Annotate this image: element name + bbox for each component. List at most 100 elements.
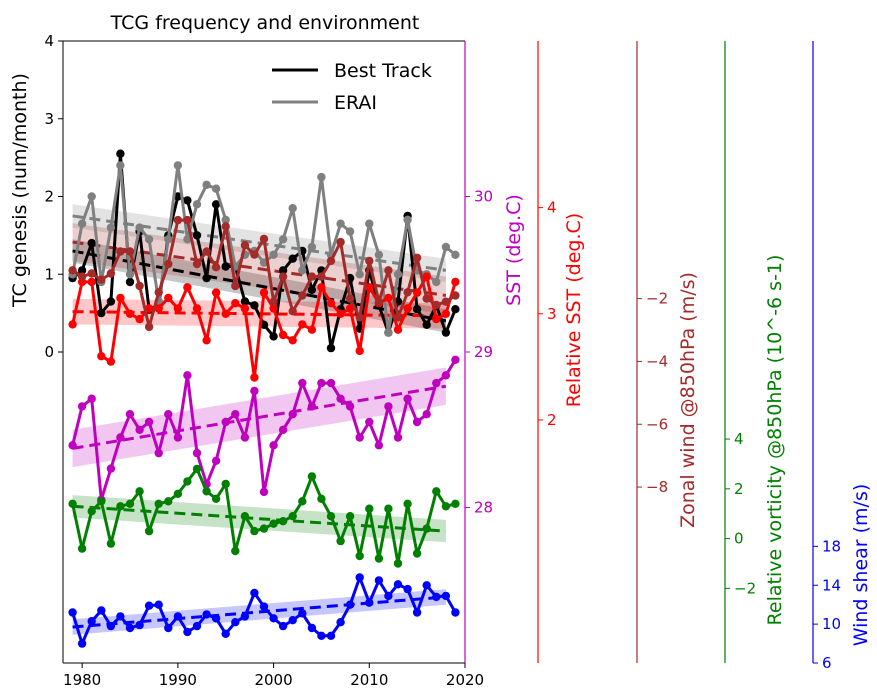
data-point-5-23 bbox=[288, 512, 297, 521]
data-point-3-3 bbox=[97, 352, 106, 361]
data-point-2-17 bbox=[231, 410, 240, 419]
data-point-5-28 bbox=[336, 536, 345, 546]
data-point-2-40 bbox=[451, 355, 460, 364]
data-point-5-25 bbox=[307, 472, 317, 481]
tcg-tick-label-1: 1 bbox=[44, 265, 54, 283]
trend-line-2 bbox=[72, 384, 447, 450]
data-point-3-13 bbox=[192, 304, 202, 313]
data-point-4-13 bbox=[192, 259, 202, 269]
plot-frame bbox=[62, 40, 465, 664]
data-point-6-22 bbox=[278, 621, 288, 631]
data-point-5-8 bbox=[144, 526, 154, 536]
data-point-4-5 bbox=[116, 247, 125, 256]
data-point-6-7 bbox=[135, 620, 144, 630]
data-point-0-6 bbox=[125, 277, 135, 287]
data-point-3-10 bbox=[164, 293, 173, 303]
data-point-2-37 bbox=[422, 410, 431, 419]
data-point-2-21 bbox=[269, 441, 278, 450]
data-point-3-7 bbox=[135, 314, 144, 324]
data-point-4-29 bbox=[345, 294, 355, 303]
data-point-1-26 bbox=[317, 172, 326, 182]
data-point-5-37 bbox=[422, 524, 431, 533]
data-point-2-10 bbox=[164, 410, 173, 419]
data-point-2-24 bbox=[298, 378, 307, 388]
data-point-5-24 bbox=[298, 497, 307, 506]
data-point-6-16 bbox=[221, 629, 230, 638]
data-point-1-25 bbox=[307, 242, 317, 252]
data-point-3-26 bbox=[317, 283, 326, 292]
data-point-3-30 bbox=[355, 346, 364, 356]
data-point-6-36 bbox=[412, 608, 422, 617]
data-point-0-13 bbox=[192, 231, 202, 240]
data-point-6-21 bbox=[269, 614, 278, 623]
data-point-5-21 bbox=[269, 519, 278, 528]
data-point-4-36 bbox=[412, 253, 422, 262]
data-point-3-21 bbox=[269, 304, 278, 313]
data-point-5-11 bbox=[173, 489, 183, 498]
data-point-4-40 bbox=[451, 291, 460, 300]
data-point-2-26 bbox=[317, 378, 326, 388]
rsst-tick-label-0: 2 bbox=[547, 411, 557, 429]
data-point-2-1 bbox=[77, 402, 87, 411]
data-point-3-20 bbox=[259, 288, 269, 297]
data-point-6-5 bbox=[116, 612, 125, 621]
data-point-6-18 bbox=[240, 612, 250, 621]
data-point-0-5 bbox=[116, 149, 125, 158]
data-point-1-7 bbox=[135, 223, 144, 232]
data-point-6-24 bbox=[298, 609, 307, 618]
data-point-4-37 bbox=[422, 294, 431, 303]
data-point-2-29 bbox=[345, 402, 355, 411]
data-point-4-20 bbox=[259, 234, 269, 244]
data-point-5-18 bbox=[240, 512, 250, 521]
data-point-6-1 bbox=[77, 639, 87, 648]
data-point-5-14 bbox=[202, 487, 211, 496]
data-point-3-28 bbox=[336, 309, 345, 318]
data-point-4-33 bbox=[384, 266, 393, 275]
data-point-0-1 bbox=[77, 266, 87, 275]
data-point-2-16 bbox=[221, 417, 230, 427]
shear-tick-label-3: 18 bbox=[822, 537, 841, 555]
data-point-3-9 bbox=[154, 304, 163, 313]
data-point-6-9 bbox=[154, 600, 163, 609]
data-point-6-6 bbox=[125, 623, 135, 633]
zonal-tick-label-1: −6 bbox=[646, 415, 668, 433]
zonal-tick-label-0: −8 bbox=[646, 478, 668, 496]
data-point-3-14 bbox=[202, 336, 211, 345]
data-point-5-39 bbox=[441, 502, 451, 511]
data-point-4-14 bbox=[202, 247, 211, 256]
data-point-4-26 bbox=[317, 272, 326, 281]
data-point-4-2 bbox=[87, 269, 96, 278]
data-point-2-5 bbox=[116, 433, 125, 442]
vort-tick-label-3: 4 bbox=[734, 430, 744, 448]
data-point-2-28 bbox=[336, 394, 345, 403]
data-point-3-39 bbox=[441, 309, 451, 318]
data-point-6-10 bbox=[164, 623, 173, 633]
data-point-5-27 bbox=[326, 512, 336, 521]
data-point-6-15 bbox=[211, 614, 221, 623]
data-point-3-6 bbox=[125, 309, 135, 318]
data-point-6-23 bbox=[288, 616, 297, 625]
data-point-1-8 bbox=[144, 235, 154, 244]
data-point-1-35 bbox=[403, 215, 412, 224]
data-point-4-8 bbox=[144, 322, 154, 332]
data-point-1-39 bbox=[441, 242, 451, 252]
data-point-1-16 bbox=[221, 215, 230, 224]
data-point-6-31 bbox=[365, 598, 374, 607]
data-point-3-5 bbox=[116, 293, 125, 303]
data-point-0-39 bbox=[441, 328, 451, 337]
data-point-2-35 bbox=[403, 394, 412, 403]
data-point-4-16 bbox=[221, 222, 230, 231]
data-point-5-10 bbox=[164, 497, 173, 506]
data-point-4-3 bbox=[97, 275, 106, 284]
data-point-2-2 bbox=[87, 394, 96, 403]
data-point-0-14 bbox=[202, 273, 211, 283]
data-point-6-40 bbox=[451, 608, 460, 617]
data-point-0-25 bbox=[307, 285, 317, 294]
data-point-2-31 bbox=[365, 417, 374, 427]
data-point-4-12 bbox=[183, 215, 192, 225]
data-point-3-16 bbox=[221, 309, 230, 318]
data-point-2-12 bbox=[183, 371, 192, 380]
data-point-4-11 bbox=[173, 215, 183, 225]
data-point-6-26 bbox=[317, 631, 326, 640]
data-point-4-22 bbox=[278, 272, 288, 281]
